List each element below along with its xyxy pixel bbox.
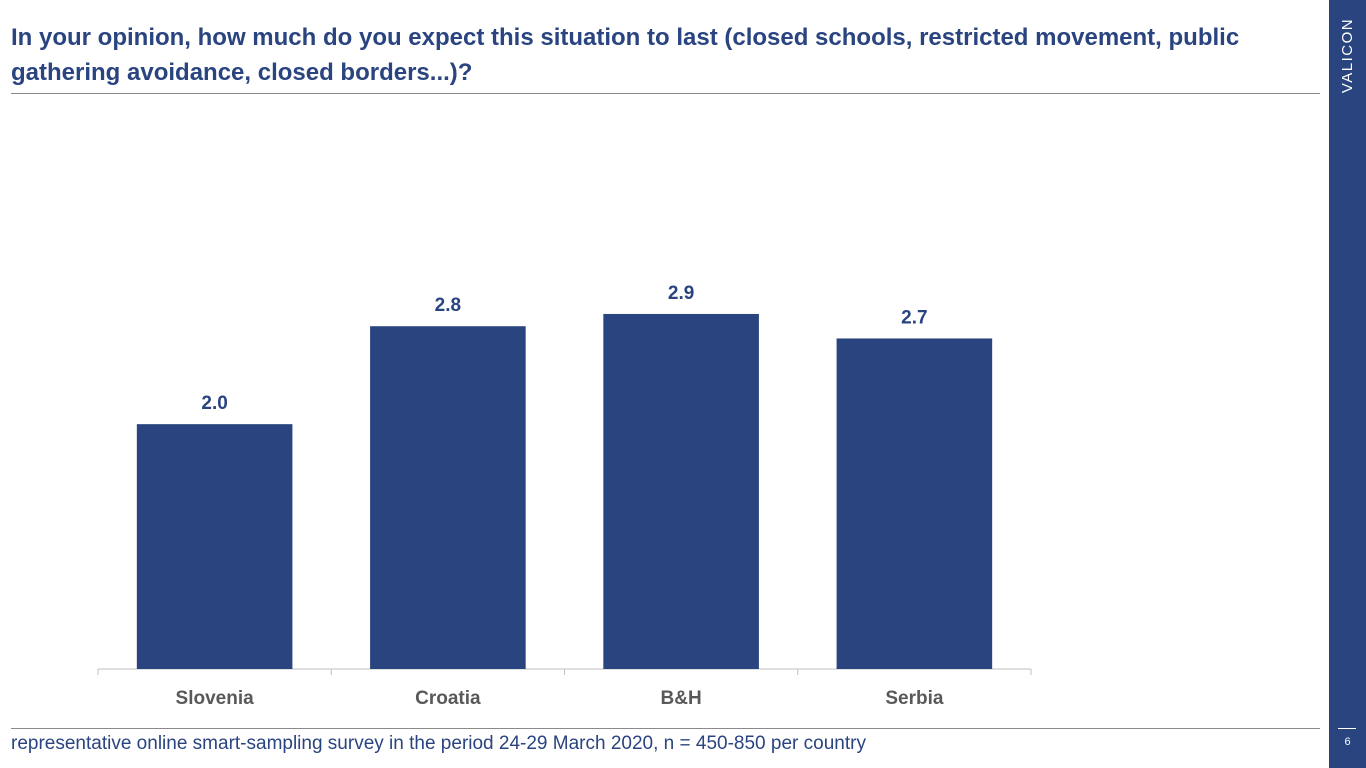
bar-slovenia <box>136 424 293 669</box>
footer-divider <box>11 728 1320 729</box>
bar-b-h <box>603 313 759 669</box>
page-number: 6 <box>1344 736 1351 748</box>
title-divider <box>11 93 1320 94</box>
bar-croatia <box>370 326 526 669</box>
data-labels: 2.0 2.8 2.9 2.7 <box>201 283 927 414</box>
brand-sidebar <box>1329 0 1366 768</box>
x-axis-ticks <box>97 669 1032 675</box>
category-labels: Slovenia Croatia B&H Serbia <box>176 688 944 709</box>
category-label: Serbia <box>885 688 944 709</box>
brand-text: VALICON <box>1339 17 1356 93</box>
page-number-divider <box>1338 728 1356 729</box>
data-label: 2.9 <box>668 283 694 304</box>
bar-serbia <box>836 338 993 669</box>
data-label: 2.0 <box>201 393 227 414</box>
category-label: B&H <box>661 688 702 709</box>
category-label: Slovenia <box>176 688 255 709</box>
data-label: 2.7 <box>901 307 927 328</box>
brand-logo: VALICON <box>1329 10 1366 100</box>
data-label: 2.8 <box>435 295 461 316</box>
category-label: Croatia <box>415 688 481 709</box>
survey-footnote: representative online smart-sampling sur… <box>11 733 866 754</box>
page-title: In your opinion, how much do you expect … <box>11 24 1240 86</box>
bars <box>136 313 993 669</box>
